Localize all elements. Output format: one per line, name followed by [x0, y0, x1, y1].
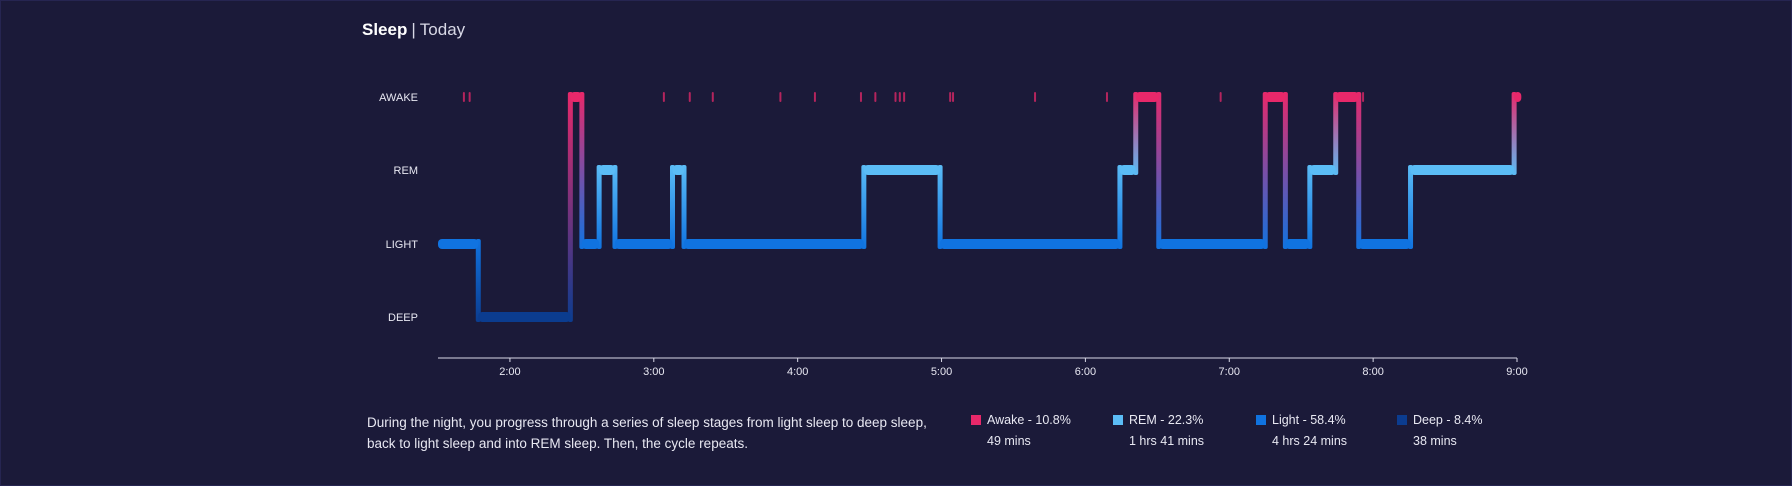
stage-transition [1133, 92, 1139, 175]
brief-awakening-mark [859, 92, 862, 102]
stage-band-light [438, 239, 479, 249]
stage-band-awake [1135, 92, 1159, 102]
legend-item-deep: Deep - 8.4% 38 mins [1397, 413, 1482, 448]
stage-transition [1117, 165, 1123, 249]
x-tick-label: 5:00 [931, 366, 952, 378]
x-tick-label: 9:00 [1506, 366, 1527, 378]
stage-transition [1333, 92, 1339, 175]
legend-swatch-deep [1397, 415, 1407, 425]
brief-awakening-mark [1034, 92, 1037, 102]
stage-label-deep: DEEP [388, 312, 418, 324]
title-main: Sleep [362, 20, 408, 39]
brief-awakening-mark [779, 92, 782, 102]
brief-awakening-mark [662, 92, 665, 102]
brief-awakening-mark [952, 92, 955, 102]
brief-awakening-mark [1219, 92, 1222, 102]
x-tick-label: 3:00 [643, 366, 664, 378]
stage-transition [567, 92, 573, 322]
stage-label-rem: REM [394, 165, 418, 177]
legend-duration-deep: 38 mins [1413, 434, 1457, 448]
brief-awakening-mark [874, 92, 877, 102]
brief-awakening-mark [949, 92, 952, 102]
page-title: Sleep | Today [362, 20, 465, 40]
brief-awakening-mark [711, 92, 714, 102]
legend-duration-awake: 49 mins [987, 434, 1031, 448]
stage-band-awake [570, 92, 582, 102]
stage-band-light [614, 239, 673, 249]
stage-band-awake [1335, 92, 1359, 102]
stage-transition [861, 165, 867, 249]
legend-swatch-awake [971, 415, 981, 425]
legend-duration-rem: 1 hrs 41 mins [1129, 434, 1205, 448]
stage-transition [1307, 165, 1313, 249]
x-tick-label: 8:00 [1362, 366, 1383, 378]
stage-transition [475, 239, 481, 322]
stage-band-rem [1309, 165, 1336, 175]
stage-band-light [1358, 239, 1411, 249]
stage-transition [1356, 92, 1362, 249]
brief-awakening-mark [898, 92, 901, 102]
brief-awakening-mark [1362, 92, 1365, 102]
legend-label-light: Light - 58.4% [1272, 413, 1346, 427]
description-text: During the night, you progress through a… [367, 415, 927, 451]
stage-band-awake [1265, 92, 1286, 102]
stage-band-light [940, 239, 1120, 249]
x-tick-label: 4:00 [787, 366, 808, 378]
x-tick-label: 2:00 [499, 366, 520, 378]
stage-transition [1511, 92, 1517, 175]
stage-band-rem [863, 165, 941, 175]
stage-band-light [581, 239, 600, 249]
stage-transition [681, 165, 687, 249]
stage-transition [612, 165, 618, 249]
stage-transition [596, 165, 602, 249]
stage-band-light [1285, 239, 1310, 249]
stage-label-awake: AWAKE [379, 92, 418, 104]
stage-label-light: LIGHT [386, 239, 419, 251]
brief-awakening-mark [468, 92, 471, 102]
stage-band-rem [672, 165, 685, 175]
stage-band-rem [1119, 165, 1136, 175]
brief-awakening-mark [1105, 92, 1108, 102]
legend-label-awake: Awake - 10.8% [987, 413, 1071, 427]
stage-transition [1156, 92, 1162, 249]
legend-item-awake: Awake - 10.8% 49 mins [971, 413, 1071, 448]
stage-band-light [684, 239, 864, 249]
legend-item-light: Light - 58.4% 4 hrs 24 mins [1256, 413, 1347, 448]
hypnogram-chart: AWAKE REM LIGHT DEEP 2:00 3:00 4:00 5:00 6:00 7:0… [379, 92, 1528, 378]
brief-awakening-mark [894, 92, 897, 102]
stage-transition [1262, 92, 1268, 249]
legend-item-rem: REM - 22.3% 1 hrs 41 mins [1113, 413, 1204, 448]
stage-transition [579, 92, 585, 249]
title-subtitle: Today [419, 20, 466, 39]
brief-awakening-mark [903, 92, 906, 102]
legend-swatch-light [1256, 415, 1266, 425]
stage-band-light [1158, 239, 1266, 249]
brief-awakening-mark [813, 92, 816, 102]
legend-label-rem: REM - 22.3% [1129, 413, 1204, 427]
x-tick-label: 6:00 [1075, 366, 1096, 378]
stage-band-rem [599, 165, 615, 175]
legend-label-deep: Deep - 8.4% [1413, 413, 1483, 427]
stage-band-awake [1514, 92, 1522, 102]
stage-transition [1408, 165, 1414, 249]
stage-transition [1282, 92, 1288, 249]
legend-swatch-rem [1113, 415, 1123, 425]
brief-awakening-mark [462, 92, 465, 102]
stage-band-deep [478, 312, 571, 322]
stage-band-rem [1410, 165, 1515, 175]
x-tick-label: 7:00 [1219, 366, 1240, 378]
brief-awakening-mark [688, 92, 691, 102]
stage-transition [937, 165, 943, 249]
stage-transition [670, 165, 676, 249]
title-separator: | [411, 20, 416, 39]
legend-duration-light: 4 hrs 24 mins [1272, 434, 1348, 448]
